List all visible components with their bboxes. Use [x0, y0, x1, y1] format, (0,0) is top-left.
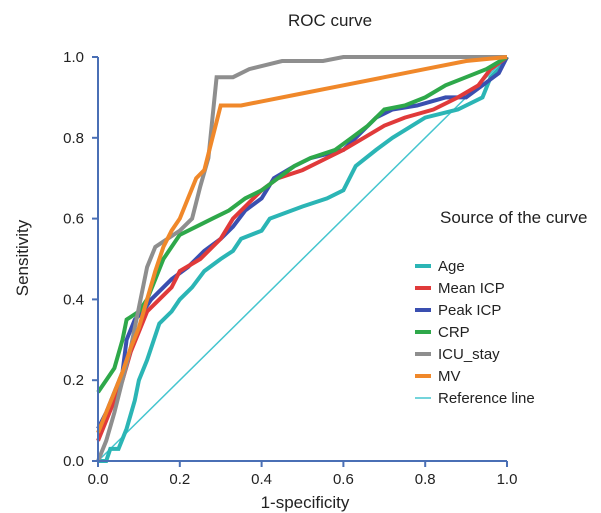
legend-items: Age Mean ICP Peak ICP CRP ICU_stay MV Referenc…	[415, 258, 535, 407]
legend-title: Source of the curve	[440, 208, 587, 227]
x-axis-label: 1-specificity	[261, 493, 350, 512]
legend-label: ICU_stay	[438, 346, 500, 363]
series-line-reference-line	[97, 56, 508, 462]
series-line-age	[98, 55, 509, 463]
x-tick-label: 0.8	[415, 471, 436, 488]
y-tick-label: 0.2	[63, 372, 84, 389]
y-tick-label: 0.8	[63, 130, 84, 147]
x-tick-label: 0.0	[88, 471, 109, 488]
legend-label: Age	[438, 258, 465, 275]
x-tick-label: 1.0	[497, 471, 518, 488]
legend-label: Peak ICP	[438, 302, 501, 319]
series-line-peak-icp	[96, 56, 509, 430]
legend-label: CRP	[438, 324, 470, 341]
series-line-crp	[96, 55, 509, 394]
legend-label: Reference line	[438, 390, 535, 407]
chart-title: ROC curve	[288, 11, 372, 30]
axis-ticks: 0.0 0.2 0.4 0.6 0.8 1.0 0.0 0.2 0.4 0.6 0.8 1.0	[63, 49, 517, 488]
y-tick-label: 0.4	[63, 291, 84, 308]
legend: Source of the curve Age Mean ICP Peak ICP C…	[415, 208, 587, 407]
legend-label: MV	[438, 368, 461, 385]
x-tick-label: 0.4	[251, 471, 272, 488]
y-tick-label: 0.6	[63, 211, 84, 228]
y-tick-label: 0.0	[63, 453, 84, 470]
y-tick-label: 1.0	[63, 49, 84, 66]
y-axis-label: Sensitivity	[13, 219, 32, 296]
series-line-icu-stay	[96, 55, 507, 462]
x-tick-label: 0.2	[169, 471, 190, 488]
x-tick-label: 0.6	[333, 471, 354, 488]
series-line-mv	[96, 55, 508, 434]
plot-area	[96, 55, 509, 463]
legend-label: Mean ICP	[438, 280, 505, 297]
